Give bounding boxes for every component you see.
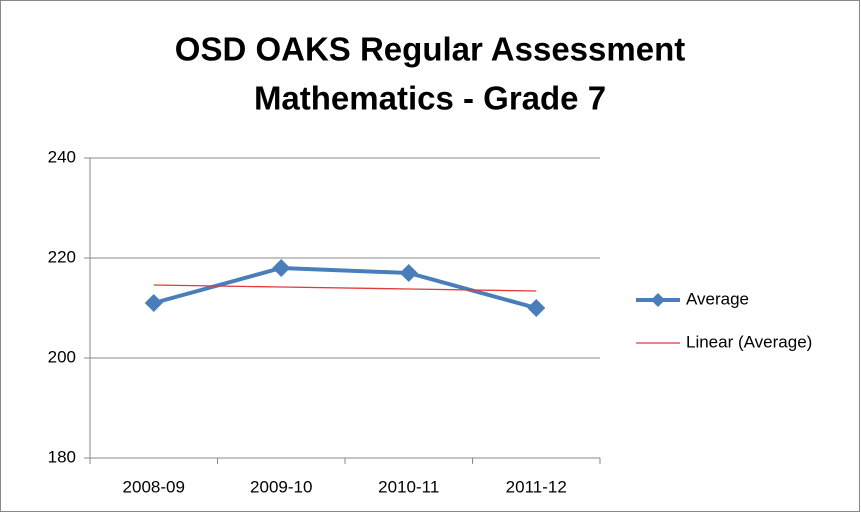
y-tick-label: 240 [48, 147, 76, 166]
x-tick-label: 2011-12 [506, 477, 567, 496]
y-tick-label: 200 [48, 347, 76, 366]
marker [527, 299, 546, 317]
y-tick-label: 220 [48, 247, 76, 266]
line [153, 284, 537, 292]
marker [399, 264, 418, 282]
legend-label: Average [686, 289, 749, 308]
x-tick-label: 2010-11 [378, 477, 439, 496]
marker [272, 259, 291, 277]
chart-title: OSD OAKS Regular Assessment [175, 31, 685, 68]
marker [144, 294, 163, 312]
x-tick-label: 2008-09 [123, 477, 185, 496]
legend-label: Linear (Average) [686, 332, 812, 351]
y-tick-label: 180 [48, 447, 76, 466]
x-tick-label: 2009-10 [250, 477, 312, 496]
chart-title: Mathematics - Grade 7 [254, 80, 606, 117]
legend-marker [651, 293, 665, 307]
